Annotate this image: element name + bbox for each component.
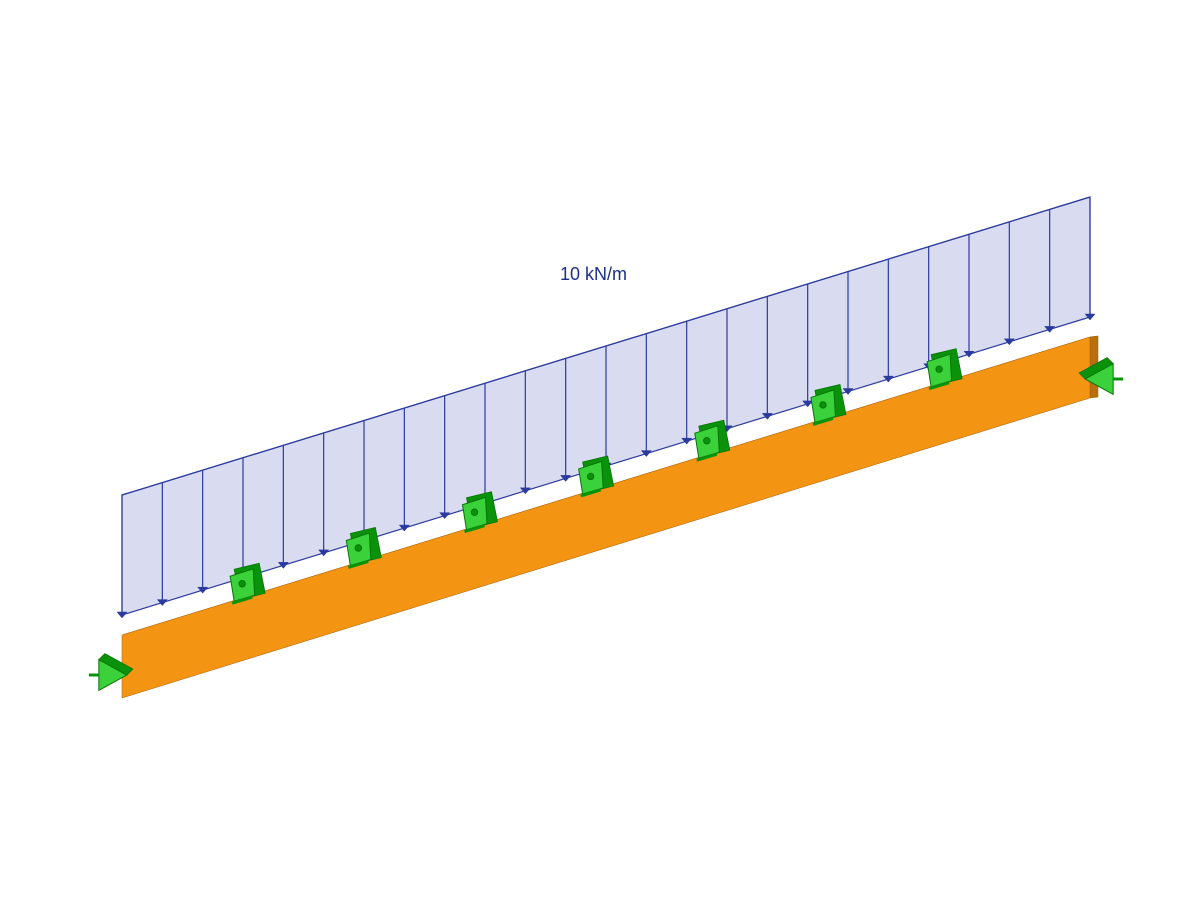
load-label: 10 kN/m bbox=[560, 264, 627, 284]
structural-diagram: 10 kN/m bbox=[0, 0, 1200, 900]
